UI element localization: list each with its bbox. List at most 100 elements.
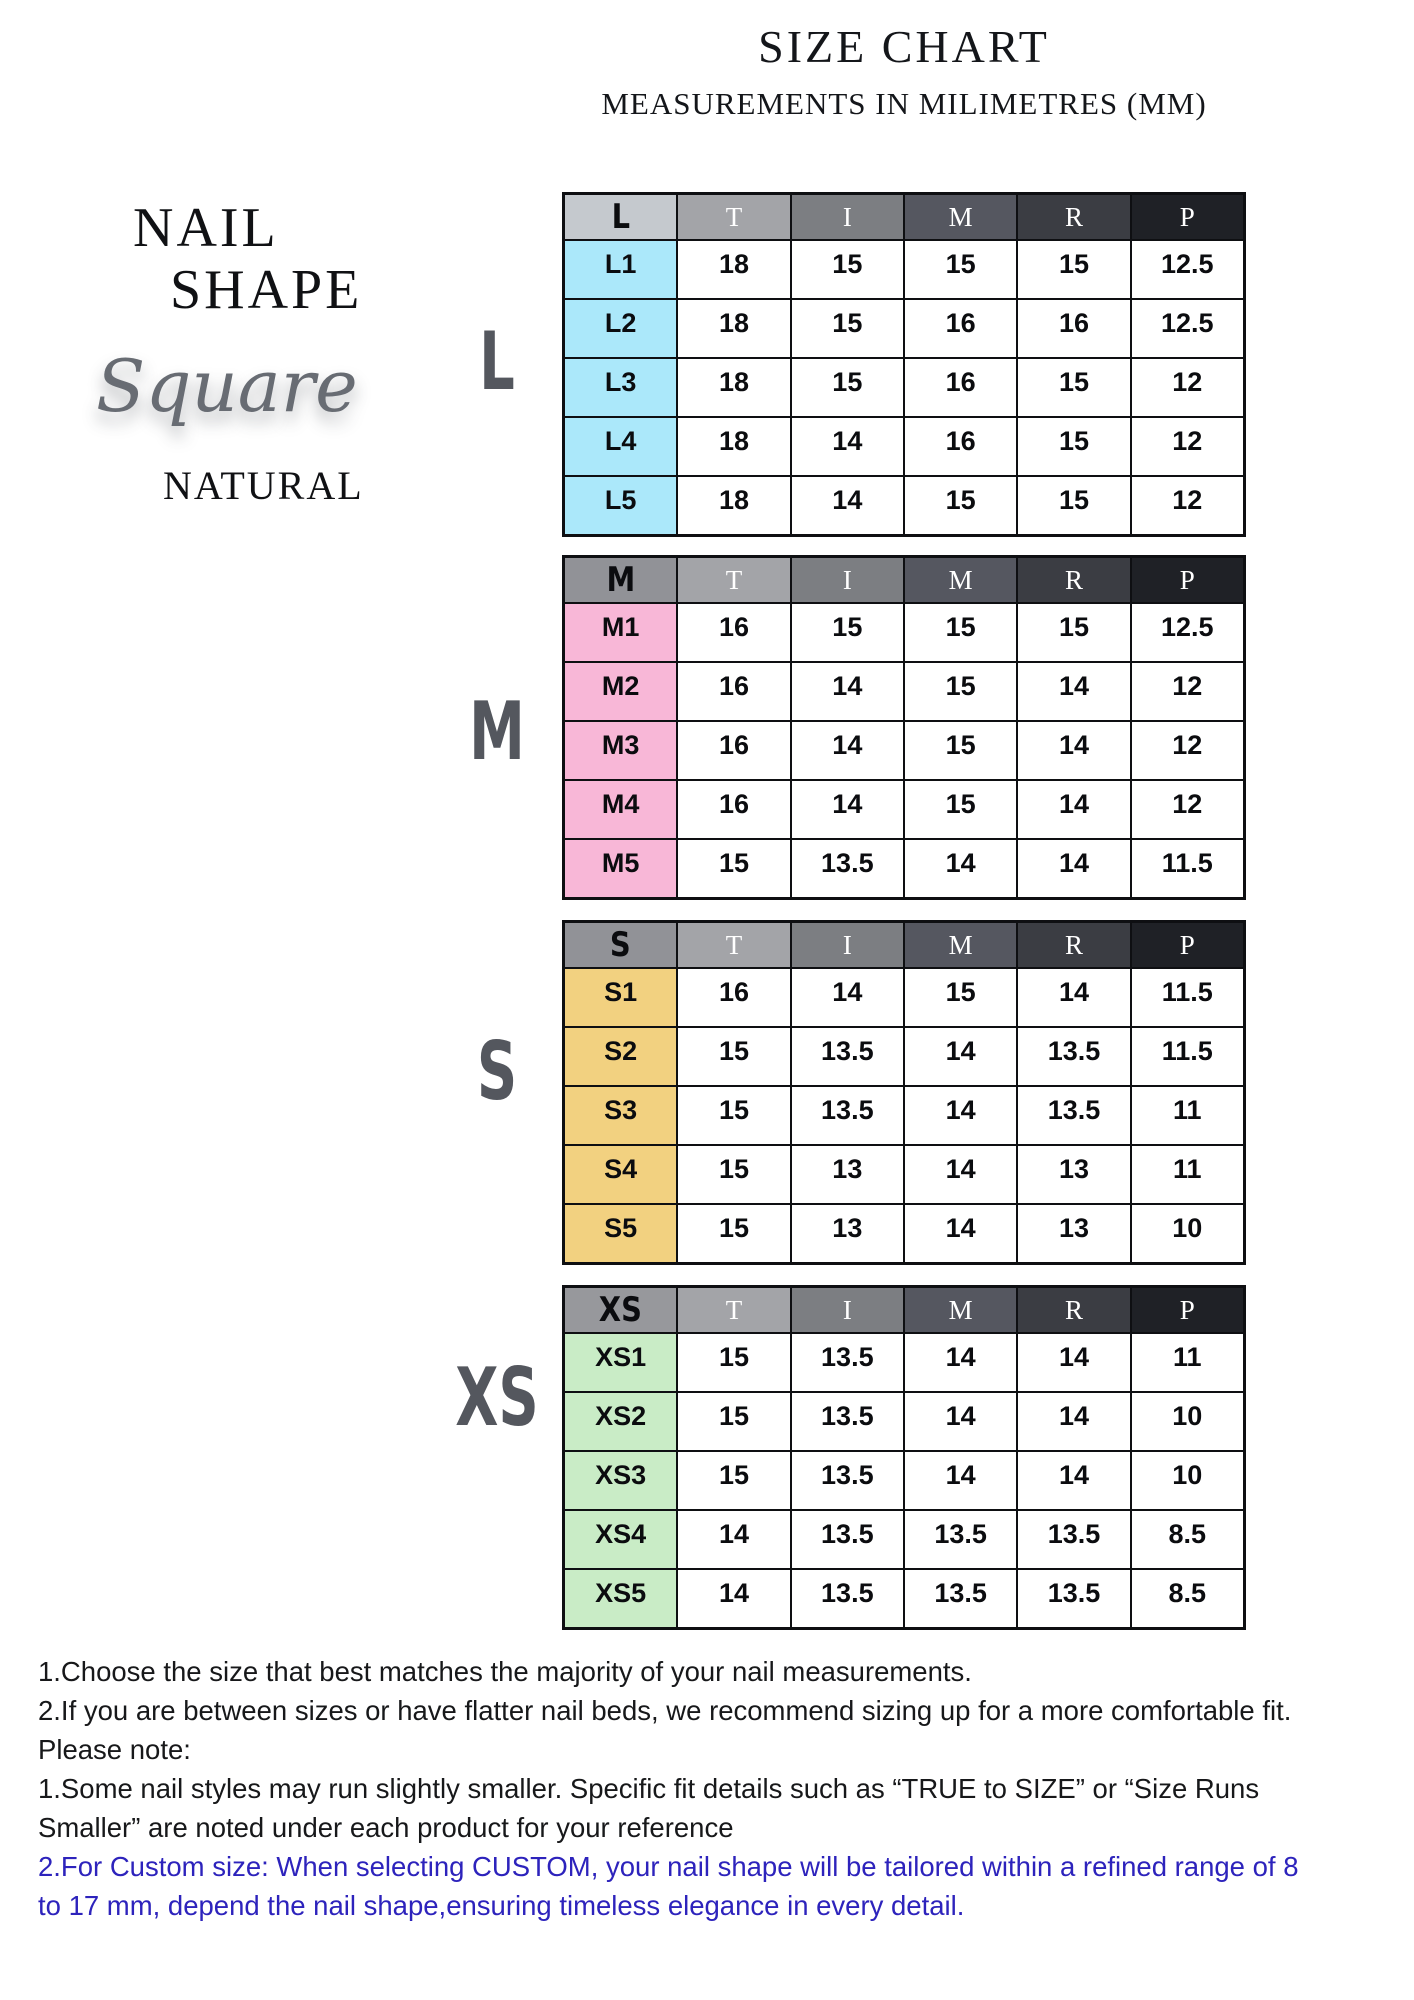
measurement-cell: 8.5 (1131, 1570, 1243, 1627)
table-row: M3 16 14 15 14 12 (565, 720, 1243, 779)
measurement-cell: 14 (904, 1146, 1019, 1203)
measurement-cell: 16 (678, 969, 792, 1026)
measurement-cell: 12 (1131, 359, 1243, 416)
measurement-cell: 14 (678, 1511, 792, 1568)
brand-name-line1: NAIL (133, 197, 279, 259)
measurement-cell: 15 (678, 1146, 792, 1203)
measurement-cell: 15 (904, 663, 1019, 720)
column-header-cell: I (791, 1288, 905, 1332)
measurement-cell: 16 (678, 604, 792, 661)
row-label-cell: S5 (565, 1205, 679, 1262)
measurement-cell: 8.5 (1131, 1511, 1243, 1568)
measurement-cell: 14 (1018, 1452, 1132, 1509)
measurement-cell: 15 (1018, 604, 1132, 661)
measurement-cell: 12.5 (1131, 604, 1243, 661)
table-row: L1 18 15 15 15 12.5 (565, 239, 1243, 298)
column-header-cell: R (1018, 195, 1132, 239)
size-group-letter-m: M (469, 685, 525, 778)
measurement-cell: 15 (678, 1087, 792, 1144)
measurement-cell: 18 (678, 359, 792, 416)
measurement-cell: 13 (1018, 1205, 1132, 1262)
note-line: Smaller” are noted under each product fo… (38, 1812, 734, 1843)
measurement-cell: 15 (791, 300, 905, 357)
measurement-cell: 13.5 (791, 1393, 905, 1450)
measurement-cell: 12 (1131, 781, 1243, 838)
measurement-cell: 13.5 (904, 1511, 1019, 1568)
column-header-cell: M (904, 195, 1019, 239)
row-label-cell: L2 (565, 300, 679, 357)
measurement-cell: 13.5 (791, 1570, 905, 1627)
measurement-cell: 14 (791, 663, 905, 720)
measurement-cell: 14 (904, 840, 1019, 897)
measurement-cell: 14 (1018, 969, 1132, 1026)
column-header-cell: M (904, 1288, 1019, 1332)
measurement-cell: 12 (1131, 477, 1243, 534)
measurement-cell: 11 (1131, 1146, 1243, 1203)
measurement-cell: 15 (904, 781, 1019, 838)
measurement-cell: 18 (678, 241, 792, 298)
table-row: S3 15 13.5 14 13.5 11 (565, 1085, 1243, 1144)
column-header-cell: I (791, 195, 905, 239)
row-label-cell: XS4 (565, 1511, 679, 1568)
note-line: Please note: (38, 1734, 191, 1765)
measurement-cell: 13 (791, 1146, 905, 1203)
measurement-cell: 15 (904, 604, 1019, 661)
measurement-cell: 15 (904, 969, 1019, 1026)
table-row: S1 16 14 15 14 11.5 (565, 967, 1243, 1026)
measurement-cell: 13.5 (791, 1334, 905, 1391)
row-label-cell: M4 (565, 781, 679, 838)
measurement-cell: 14 (1018, 722, 1132, 779)
measurement-cell: 14 (904, 1028, 1019, 1085)
measurement-cell: 16 (678, 663, 792, 720)
group-header-cell: L (565, 195, 679, 239)
note-line: 2.For Custom size: When selecting CUSTOM… (38, 1851, 1299, 1882)
note-line: 2.If you are between sizes or have flatt… (38, 1695, 1292, 1726)
column-header-cell: T (678, 923, 792, 967)
shape-style-label: Square (96, 344, 358, 428)
measurement-cell: 13.5 (791, 1511, 905, 1568)
measurement-cell: 18 (678, 418, 792, 475)
table-row: S4 15 13 14 13 11 (565, 1144, 1243, 1203)
note-line: 1.Some nail styles may run slightly smal… (38, 1773, 1260, 1804)
row-label-cell: S2 (565, 1028, 679, 1085)
measurement-cell: 14 (791, 781, 905, 838)
measurement-cell: 15 (678, 840, 792, 897)
measurement-cell: 12.5 (1131, 300, 1243, 357)
measurement-cell: 13.5 (1018, 1028, 1132, 1085)
measurement-cell: 13 (1018, 1146, 1132, 1203)
measurement-cell: 10 (1131, 1393, 1243, 1450)
measurement-cell: 14 (791, 418, 905, 475)
measurement-cell: 11.5 (1131, 969, 1243, 1026)
measurement-cell: 16 (678, 722, 792, 779)
row-label-cell: XS5 (565, 1570, 679, 1627)
row-label-cell: S1 (565, 969, 679, 1026)
measurement-cell: 13.5 (791, 840, 905, 897)
table-row: XS2 15 13.5 14 14 10 (565, 1391, 1243, 1450)
table-row: L2 18 15 16 16 12.5 (565, 298, 1243, 357)
measurement-cell: 15 (904, 477, 1019, 534)
measurement-cell: 12 (1131, 418, 1243, 475)
brand-name-line2: SHAPE (170, 259, 363, 321)
size-group-letter-s: S (476, 1025, 518, 1118)
group-header-cell: S (565, 923, 679, 967)
table-row: M1 16 15 15 15 12.5 (565, 602, 1243, 661)
sizing-notes: 1.Choose the size that best matches the … (38, 1652, 1398, 1925)
column-header-cell: P (1131, 1288, 1243, 1332)
group-header-cell: XS (565, 1288, 679, 1332)
size-group-letter-l: L (479, 315, 515, 408)
row-label-cell: L5 (565, 477, 679, 534)
measurement-cell: 14 (904, 1452, 1019, 1509)
measurement-cell: 15 (678, 1205, 792, 1262)
table-row: S2 15 13.5 14 13.5 11.5 (565, 1026, 1243, 1085)
group-header-cell: M (565, 558, 679, 602)
table-row: XS3 15 13.5 14 14 10 (565, 1450, 1243, 1509)
row-label-cell: L1 (565, 241, 679, 298)
column-header-cell: P (1131, 558, 1243, 602)
measurement-cell: 14 (1018, 663, 1132, 720)
measurement-cell: 12.5 (1131, 241, 1243, 298)
measurement-cell: 13.5 (791, 1452, 905, 1509)
row-label-cell: XS3 (565, 1452, 679, 1509)
table-row: L5 18 14 15 15 12 (565, 475, 1243, 534)
